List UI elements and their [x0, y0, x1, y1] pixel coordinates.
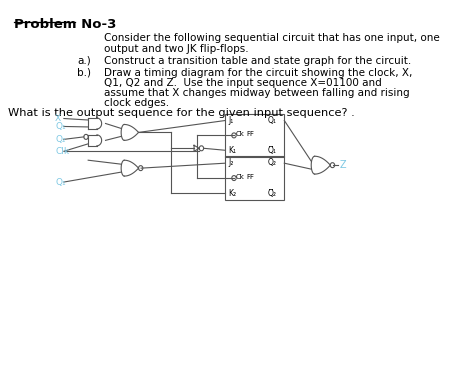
- Text: Ck: Ck: [236, 174, 245, 180]
- Text: J₁: J₁: [228, 116, 233, 124]
- Text: FF: FF: [246, 131, 254, 137]
- Text: Problem No-3: Problem No-3: [14, 18, 116, 31]
- Text: Q₁: Q₁: [268, 116, 277, 124]
- Text: Draw a timing diagram for the circuit showing the clock, X,: Draw a timing diagram for the circuit sh…: [104, 68, 412, 78]
- Text: Consider the following sequential circuit that has one input, one: Consider the following sequential circui…: [104, 33, 439, 43]
- Text: Q̅₁: Q̅₁: [268, 146, 277, 155]
- Text: Q̅₂: Q̅₂: [268, 189, 277, 198]
- Text: Clk: Clk: [55, 147, 69, 156]
- Text: Q₂: Q₂: [55, 135, 66, 144]
- Text: b.): b.): [77, 68, 91, 78]
- Text: clock edges.: clock edges.: [104, 98, 169, 108]
- Text: Construct a transition table and state graph for the circuit.: Construct a transition table and state g…: [104, 56, 411, 66]
- Text: FF: FF: [246, 174, 254, 180]
- Text: Ck: Ck: [236, 131, 245, 137]
- Bar: [225, 114, 284, 157]
- Text: Q₁: Q₁: [55, 122, 66, 131]
- Text: K₂: K₂: [228, 189, 236, 198]
- Text: assume that X changes midway between falling and rising: assume that X changes midway between fal…: [104, 88, 410, 98]
- Text: X: X: [55, 114, 61, 123]
- Text: a.): a.): [77, 56, 91, 66]
- Text: output and two JK flip-flops.: output and two JK flip-flops.: [104, 44, 248, 54]
- Text: J₂: J₂: [228, 158, 233, 167]
- Bar: [225, 156, 284, 200]
- Text: K₁: K₁: [228, 146, 236, 155]
- Text: Q1, Q2 and Z.  Use the input sequence X=01100 and: Q1, Q2 and Z. Use the input sequence X=0…: [104, 78, 382, 88]
- Text: Q₁: Q₁: [55, 177, 66, 186]
- Text: What is the output sequence for the given input sequence? .: What is the output sequence for the give…: [9, 108, 355, 118]
- Text: Z: Z: [340, 160, 346, 170]
- Text: Q₂: Q₂: [268, 158, 277, 167]
